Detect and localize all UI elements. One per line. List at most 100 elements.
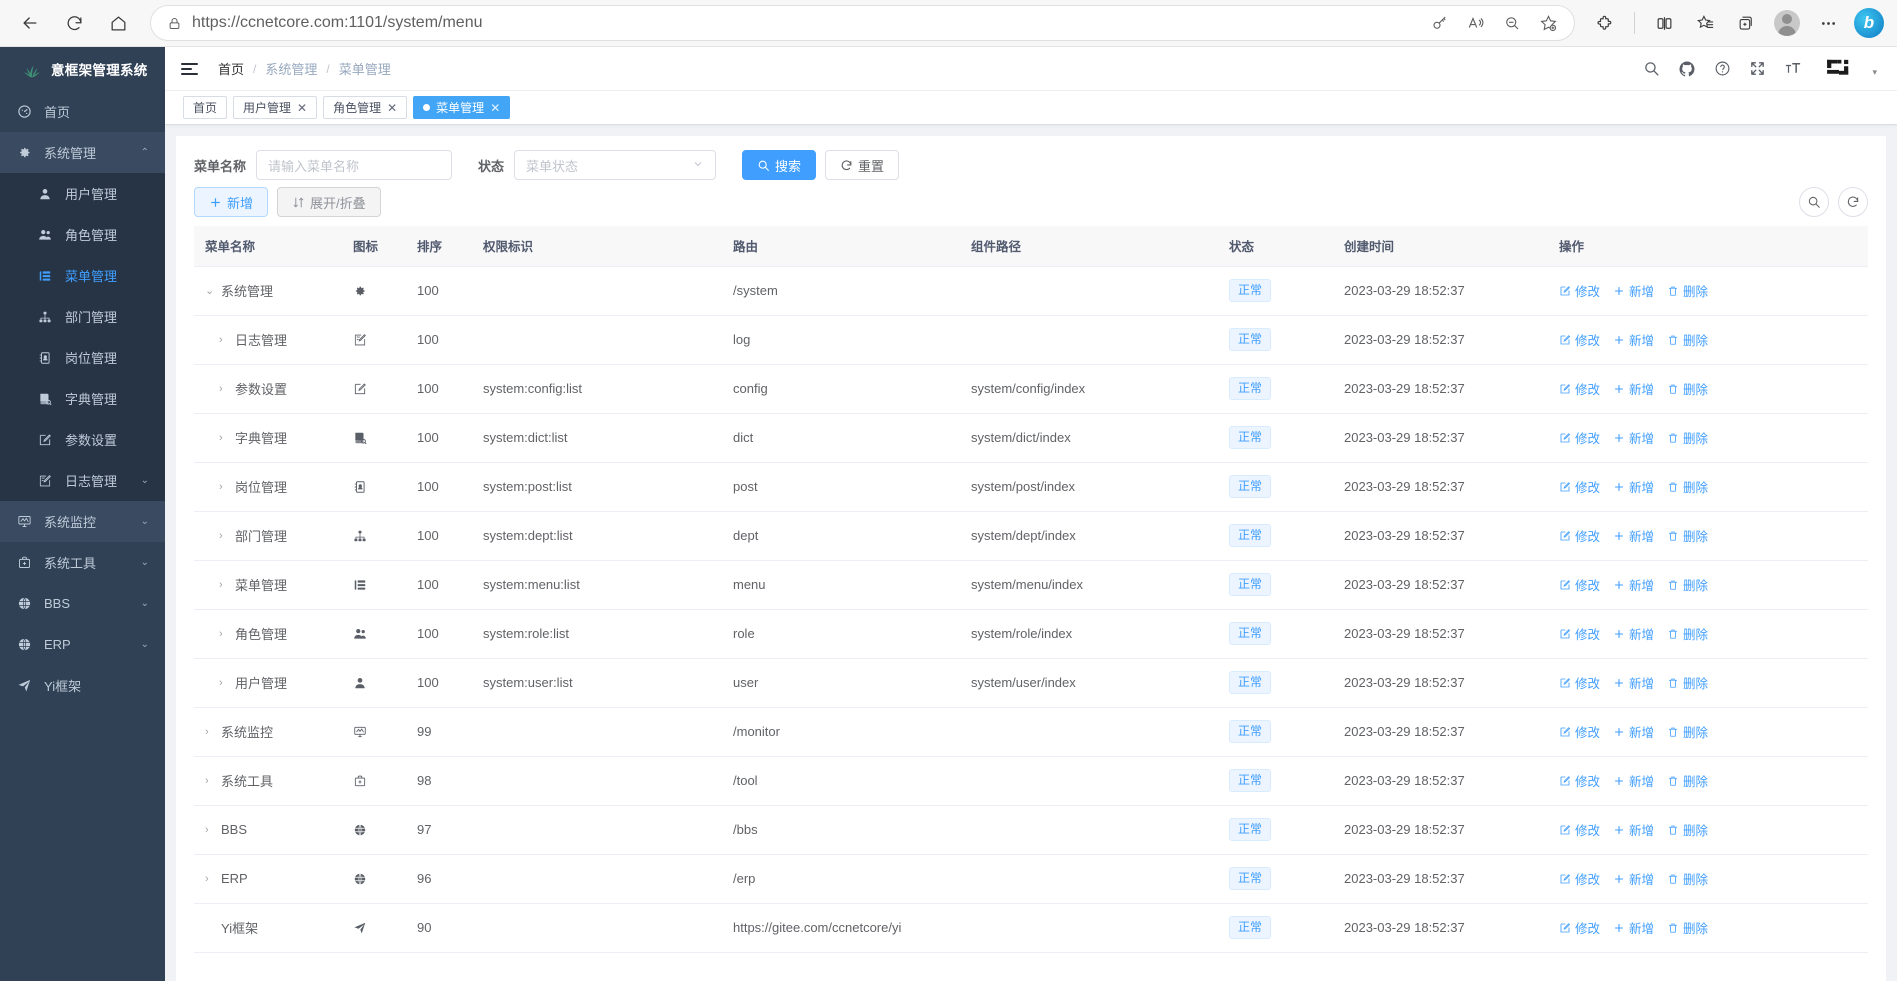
close-icon[interactable]: ✕ — [297, 100, 308, 115]
op-add-button[interactable]: 新增 — [1613, 820, 1654, 839]
table-row[interactable]: › ERP 96/erp 正常 2023-03-29 18:52:37 修改 新增 删除 — [194, 854, 1868, 904]
op-edit-button[interactable]: 修改 — [1559, 918, 1600, 937]
breadcrumb-item-0[interactable]: 首页 — [218, 62, 245, 77]
back-arrow-icon[interactable] — [10, 6, 50, 40]
profile-avatar[interactable] — [1769, 6, 1805, 40]
extensions-icon[interactable] — [1587, 6, 1623, 40]
add-favorite-icon[interactable] — [1539, 14, 1558, 33]
table-row[interactable]: › 菜单管理 100 system:menu:list menu system/menu/… — [194, 560, 1868, 610]
op-delete-button[interactable]: 删除 — [1667, 379, 1708, 398]
op-add-button[interactable]: 新增 — [1613, 918, 1654, 937]
op-add-button[interactable]: 新增 — [1613, 673, 1654, 692]
op-edit-button[interactable]: 修改 — [1559, 379, 1600, 398]
sidebar-item-bbs[interactable]: BBS ⌄ — [0, 583, 165, 624]
op-add-button[interactable]: 新增 — [1613, 428, 1654, 447]
op-edit-button[interactable]: 修改 — [1559, 820, 1600, 839]
tab-user-management[interactable]: 用户管理 ✕ — [233, 96, 318, 119]
op-edit-button[interactable]: 修改 — [1559, 771, 1600, 790]
tab-menu-management[interactable]: 菜单管理 ✕ — [413, 96, 511, 119]
yi-logo[interactable] — [1826, 58, 1852, 80]
op-add-button[interactable]: 新增 — [1613, 722, 1654, 741]
fullscreen-icon[interactable] — [1749, 60, 1766, 77]
github-icon[interactable] — [1678, 60, 1696, 78]
tree-toggle-icon[interactable]: › — [205, 774, 209, 787]
op-edit-button[interactable]: 修改 — [1559, 722, 1600, 741]
help-icon[interactable] — [1714, 60, 1731, 77]
op-delete-button[interactable]: 删除 — [1667, 624, 1708, 643]
key-icon[interactable] — [1431, 14, 1449, 32]
tree-toggle-icon[interactable]: › — [219, 382, 223, 395]
table-row[interactable]: › 用户管理 100 system:user:list user system/user/… — [194, 658, 1868, 708]
op-edit-button[interactable]: 修改 — [1559, 330, 1600, 349]
zoom-out-icon[interactable] — [1503, 14, 1521, 32]
sidebar-item-users[interactable]: 用户管理 — [0, 173, 165, 214]
op-add-button[interactable]: 新增 — [1613, 379, 1654, 398]
reset-button[interactable]: 重置 — [825, 150, 900, 180]
table-row[interactable]: › 岗位管理 100 system:post:list post system/post/… — [194, 462, 1868, 512]
op-delete-button[interactable]: 删除 — [1667, 477, 1708, 496]
tree-toggle-icon[interactable]: › — [219, 333, 223, 346]
read-aloud-icon[interactable] — [1467, 14, 1485, 32]
op-delete-button[interactable]: 删除 — [1667, 771, 1708, 790]
tree-toggle-icon[interactable]: ⌄ — [205, 285, 215, 297]
sidebar-item-menus[interactable]: 菜单管理 — [0, 255, 165, 296]
tab-home[interactable]: 首页 — [183, 96, 228, 119]
sidebar-item-config[interactable]: 参数设置 — [0, 419, 165, 460]
op-add-button[interactable]: 新增 — [1613, 624, 1654, 643]
close-icon[interactable]: ✕ — [490, 100, 501, 115]
bing-copilot-icon[interactable]: b — [1851, 6, 1887, 40]
op-add-button[interactable]: 新增 — [1613, 281, 1654, 300]
chevron-down-icon[interactable]: ▾ — [1872, 66, 1877, 77]
search-icon[interactable] — [1643, 60, 1660, 77]
refresh-icon[interactable] — [1838, 187, 1868, 217]
tree-toggle-icon[interactable]: › — [219, 578, 223, 591]
sidebar-item-depts[interactable]: 部门管理 — [0, 296, 165, 337]
more-options-icon[interactable] — [1810, 6, 1846, 40]
op-delete-button[interactable]: 删除 — [1667, 575, 1708, 594]
op-edit-button[interactable]: 修改 — [1559, 673, 1600, 692]
op-delete-button[interactable]: 删除 — [1667, 673, 1708, 692]
op-add-button[interactable]: 新增 — [1613, 526, 1654, 545]
close-icon[interactable]: ✕ — [387, 100, 398, 115]
split-screen-icon[interactable] — [1646, 6, 1682, 40]
tree-toggle-icon[interactable]: › — [219, 431, 223, 444]
font-size-icon[interactable] — [1784, 60, 1802, 78]
status-select[interactable]: 菜单状态 — [514, 150, 717, 180]
op-delete-button[interactable]: 删除 — [1667, 428, 1708, 447]
op-delete-button[interactable]: 删除 — [1667, 526, 1708, 545]
table-row[interactable]: › 日志管理 100 log 正常 2023-03-29 18:52:37 修改 新增 删除 — [194, 315, 1868, 365]
menu-name-input[interactable]: 请输入菜单名称 — [256, 150, 453, 180]
tab-role-management[interactable]: 角色管理 ✕ — [323, 96, 408, 119]
collections-icon[interactable] — [1728, 6, 1764, 40]
table-row[interactable]: › 系统监控 99/monitor 正常 2023-03-29 18:52:37 修改 新增… — [194, 707, 1868, 757]
table-row[interactable]: › 系统工具 98/tool 正常 2023-03-29 18:52:37 修改 新增 删除 — [194, 756, 1868, 806]
table-row[interactable]: › BBS 97/bbs 正常 2023-03-29 18:52:37 修改 新增 删除 — [194, 805, 1868, 855]
sidebar-item-system[interactable]: 系统管理 ⌃ — [0, 132, 165, 173]
table-row[interactable]: Yi框架 90 https://gitee.com/ccnetcore/yi 正常 20… — [194, 903, 1868, 953]
sidebar-item-yiframework[interactable]: Yi框架 — [0, 665, 165, 706]
sidebar-item-home[interactable]: 首页 — [0, 91, 165, 132]
sidebar-item-posts[interactable]: 岗位管理 — [0, 337, 165, 378]
op-delete-button[interactable]: 删除 — [1667, 330, 1708, 349]
tree-toggle-icon[interactable]: › — [205, 872, 209, 885]
table-row[interactable]: › 字典管理 100 system:dict:list dict system/dict/… — [194, 413, 1868, 463]
op-delete-button[interactable]: 删除 — [1667, 722, 1708, 741]
op-edit-button[interactable]: 修改 — [1559, 281, 1600, 300]
tree-toggle-icon[interactable]: › — [205, 725, 209, 738]
tree-toggle-icon[interactable]: › — [219, 627, 223, 640]
sidebar-item-monitor[interactable]: 系统监控 ⌄ — [0, 501, 165, 542]
collapse-sidebar-icon[interactable] — [181, 62, 198, 75]
table-row[interactable]: › 角色管理 100 system:role:list role system/role/… — [194, 609, 1868, 659]
tree-toggle-icon[interactable]: › — [219, 480, 223, 493]
op-add-button[interactable]: 新增 — [1613, 330, 1654, 349]
op-delete-button[interactable]: 删除 — [1667, 820, 1708, 839]
op-edit-button[interactable]: 修改 — [1559, 869, 1600, 888]
address-bar[interactable]: https://ccnetcore.com:1101/system/menu — [150, 5, 1575, 41]
sidebar-item-roles[interactable]: 角色管理 — [0, 214, 165, 255]
op-add-button[interactable]: 新增 — [1613, 771, 1654, 790]
sidebar-item-tools[interactable]: 系统工具 ⌄ — [0, 542, 165, 583]
op-edit-button[interactable]: 修改 — [1559, 624, 1600, 643]
breadcrumb-item-1[interactable]: 系统管理 — [265, 62, 318, 77]
op-delete-button[interactable]: 删除 — [1667, 918, 1708, 937]
home-icon[interactable] — [98, 6, 138, 40]
